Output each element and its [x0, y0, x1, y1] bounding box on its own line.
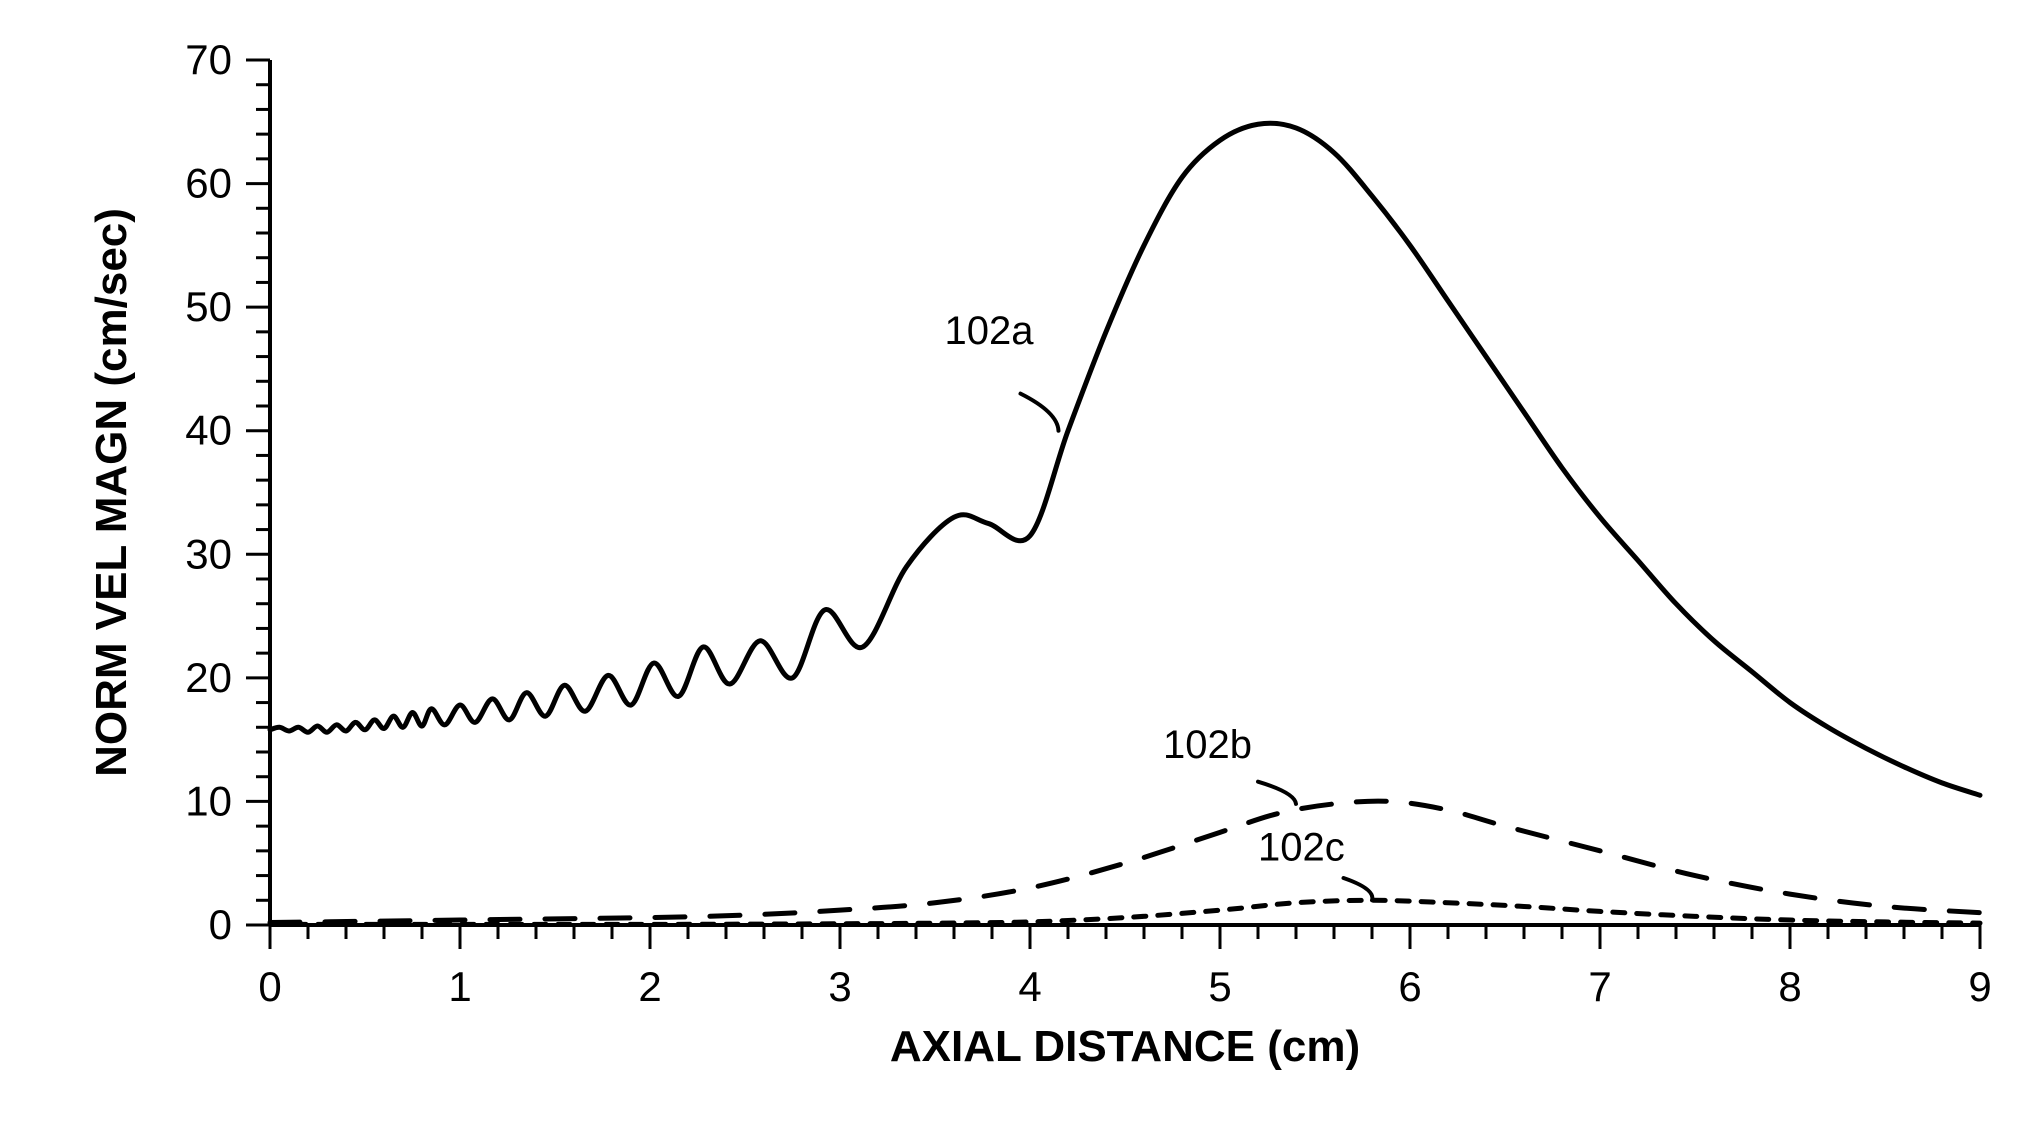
y-tick-label: 10	[185, 777, 232, 824]
leader-102a	[1021, 394, 1059, 431]
annotation-102a: 102a	[945, 309, 1035, 353]
y-tick-label: 50	[185, 283, 232, 330]
x-tick-label: 3	[828, 963, 851, 1010]
series-102c	[270, 900, 1980, 924]
x-tick-label: 2	[638, 963, 661, 1010]
annotation-102c: 102c	[1258, 826, 1345, 870]
chart-container: 0 1 2 3 4 5 6 7 8 9 0 10 20 30 40 50 60 70 AXIAL DISTANCE …	[0, 0, 2042, 1123]
y-tick-label: 40	[185, 407, 232, 454]
x-tick-label: 0	[258, 963, 281, 1010]
y-tick-label: 70	[185, 36, 232, 83]
y-tick-label: 20	[185, 654, 232, 701]
x-tick-label: 5	[1208, 963, 1231, 1010]
x-tick-label: 9	[1968, 963, 1991, 1010]
y-tick-label: 30	[185, 530, 232, 577]
x-tick-label: 1	[448, 963, 471, 1010]
leader-102c	[1344, 878, 1373, 900]
line-chart: 0 1 2 3 4 5 6 7 8 9 0 10 20 30 40 50 60 70 AXIAL DISTANCE …	[0, 0, 2042, 1123]
x-tick-label: 4	[1018, 963, 1041, 1010]
x-tick-label: 8	[1778, 963, 1801, 1010]
x-tick-label: 7	[1588, 963, 1611, 1010]
leader-102b	[1258, 782, 1296, 804]
x-axis-label: AXIAL DISTANCE (cm)	[890, 1022, 1360, 1071]
y-tick-label: 60	[185, 160, 232, 207]
y-axis-label: NORM VEL MAGN (cm/sec)	[87, 208, 136, 777]
annotation-102b: 102b	[1163, 723, 1252, 767]
series-102a	[270, 123, 1980, 795]
series-102b	[270, 801, 1980, 922]
x-tick-label: 6	[1398, 963, 1421, 1010]
y-tick-label: 0	[209, 901, 232, 948]
